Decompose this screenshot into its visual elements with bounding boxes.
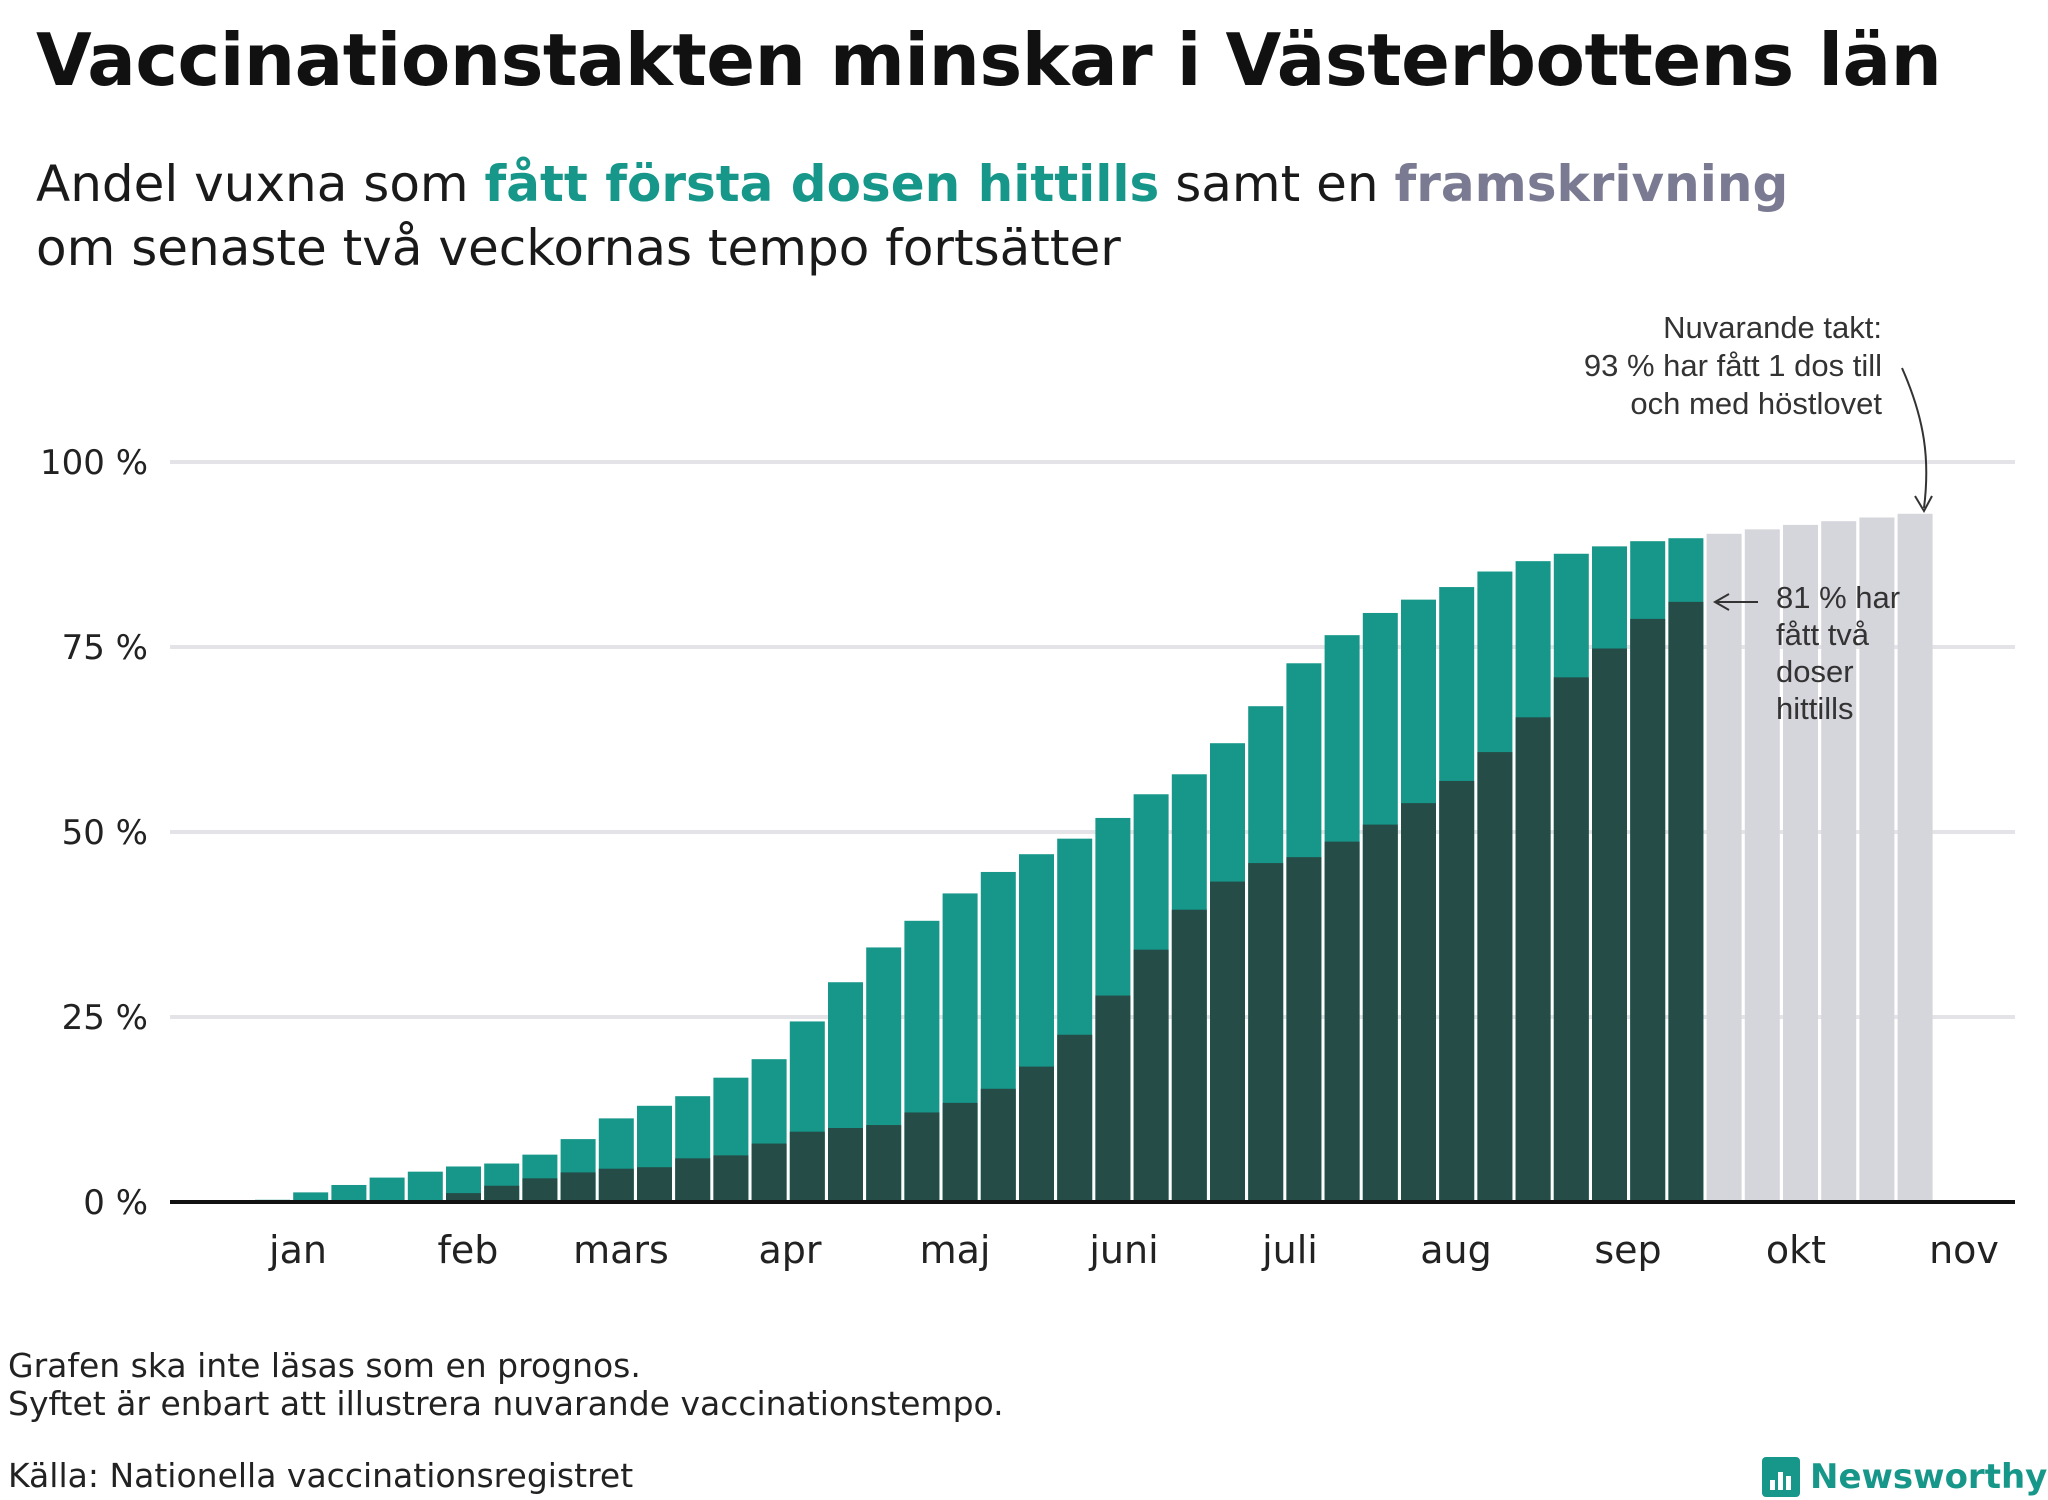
bar-two-doses [1248, 863, 1284, 1202]
bar-projection [1706, 533, 1742, 1202]
x-tick-label: sep [1594, 1228, 1661, 1272]
bar-two-doses [637, 1167, 672, 1202]
annotation-projection-text: 93 % har fått 1 dos till [1584, 348, 1882, 383]
newsworthy-logo-icon [1762, 1457, 1800, 1497]
annotation-two-doses-arrowhead [1712, 593, 1730, 611]
chart-subtitle: Andel vuxna som fått första dosen hittil… [36, 152, 1936, 280]
annotations: Nuvarande takt:93 % har fått 1 dos tillo… [1584, 310, 1933, 726]
y-tick-label: 50 % [62, 813, 148, 853]
newsworthy-logo-text: Newsworthy [1810, 1457, 2048, 1497]
bar-projection [1783, 524, 1818, 1202]
bar-two-doses [942, 1102, 978, 1202]
bar-two-doses [904, 1112, 940, 1202]
chart-title: Vaccinationstakten minskar i Västerbotte… [36, 18, 1942, 102]
bar-two-doses [1133, 949, 1169, 1202]
bar-first-dose [369, 1177, 405, 1202]
annotation-two-doses-text: 81 % har [1776, 580, 1900, 615]
x-tick-label: jan [268, 1228, 327, 1272]
bar-two-doses [828, 1128, 863, 1202]
bar-two-doses [1362, 824, 1398, 1202]
x-tick-label: mars [573, 1228, 669, 1272]
bar-two-doses [1630, 618, 1666, 1202]
x-tick-label: maj [920, 1228, 991, 1272]
bar-two-doses [1095, 995, 1131, 1202]
bar-two-doses [1592, 648, 1627, 1202]
bar-two-doses [1324, 841, 1360, 1202]
x-tick-label: juli [1261, 1228, 1318, 1272]
bar-two-doses [980, 1088, 1016, 1202]
x-tick-label: apr [758, 1228, 821, 1272]
subtitle-highlight-first-dose: fått första dosen hittills [484, 155, 1160, 213]
bar-two-doses [1057, 1034, 1093, 1202]
annotation-projection-arrow [1901, 367, 1928, 509]
bar-two-doses [1210, 881, 1245, 1202]
bar-two-doses [713, 1155, 749, 1202]
bar-two-doses [1019, 1066, 1054, 1202]
bar-projection [1897, 513, 1933, 1202]
bar-projection [1821, 521, 1857, 1202]
bar-two-doses [675, 1158, 711, 1202]
bar-two-doses [1401, 803, 1436, 1202]
y-axis: 0 % 25 % 50 % 75 % 100 % [40, 443, 148, 1223]
subtitle-highlight-projection: framskrivning [1394, 155, 1789, 213]
annotation-two-doses-text: fått två [1776, 617, 1870, 652]
bar-two-doses [1286, 857, 1322, 1202]
y-tick-label: 0 % [83, 1183, 148, 1223]
annotation-two-doses-text: doser [1776, 654, 1854, 689]
source-note: Källa: Nationella vaccinationsregistret [8, 1456, 634, 1495]
bar-two-doses [446, 1193, 481, 1202]
bar-projection [1859, 517, 1895, 1202]
bar-two-doses [1553, 677, 1589, 1202]
x-tick-label: nov [1929, 1228, 1999, 1272]
subtitle-text-1: Andel vuxna som [36, 155, 485, 213]
bar-two-doses [1439, 780, 1475, 1202]
footnote-disclaimer: Grafen ska inte läsas som en prognos. [8, 1346, 641, 1385]
y-tick-label: 100 % [40, 443, 148, 483]
bar-two-doses [1515, 717, 1551, 1202]
x-axis: jan feb mars apr maj juni juli aug sep okt nov [268, 1228, 1999, 1272]
bar-two-doses [751, 1143, 787, 1202]
x-tick-label: feb [438, 1228, 499, 1272]
subtitle-text-2: samt en [1159, 155, 1395, 213]
subtitle-text-3: om senaste två veckornas tempo fortsätte… [36, 219, 1121, 277]
bar-first-dose [293, 1192, 329, 1202]
bar-two-doses [1171, 909, 1207, 1202]
x-tick-label: aug [1420, 1228, 1492, 1272]
bar-two-doses [484, 1185, 520, 1202]
bar-two-doses [1477, 752, 1513, 1202]
bar-first-dose [331, 1184, 367, 1202]
annotation-projection-arrowhead [1914, 495, 1933, 514]
bar-two-doses [598, 1168, 634, 1202]
annotation-projection-text: och med höstlovet [1630, 386, 1882, 421]
bar-two-doses [789, 1131, 825, 1202]
annotation-projection-text: Nuvarande takt: [1663, 310, 1882, 345]
y-tick-label: 75 % [62, 628, 148, 668]
bar-two-doses [522, 1178, 558, 1202]
bar-two-doses [1668, 601, 1704, 1202]
annotation-two-doses-text: hittills [1776, 691, 1854, 726]
bar-two-doses [866, 1125, 902, 1202]
x-tick-label: juni [1088, 1228, 1158, 1272]
newsworthy-logo: Newsworthy [1762, 1454, 2047, 1500]
footnote-purpose: Syftet är enbart att illustrera nuvarand… [8, 1384, 1004, 1423]
bar-projection [1744, 529, 1780, 1202]
bar-first-dose [407, 1171, 443, 1202]
x-tick-label: okt [1766, 1228, 1826, 1272]
bar-two-doses [560, 1172, 596, 1202]
y-tick-label: 25 % [62, 998, 148, 1038]
bars [170, 513, 2015, 1204]
